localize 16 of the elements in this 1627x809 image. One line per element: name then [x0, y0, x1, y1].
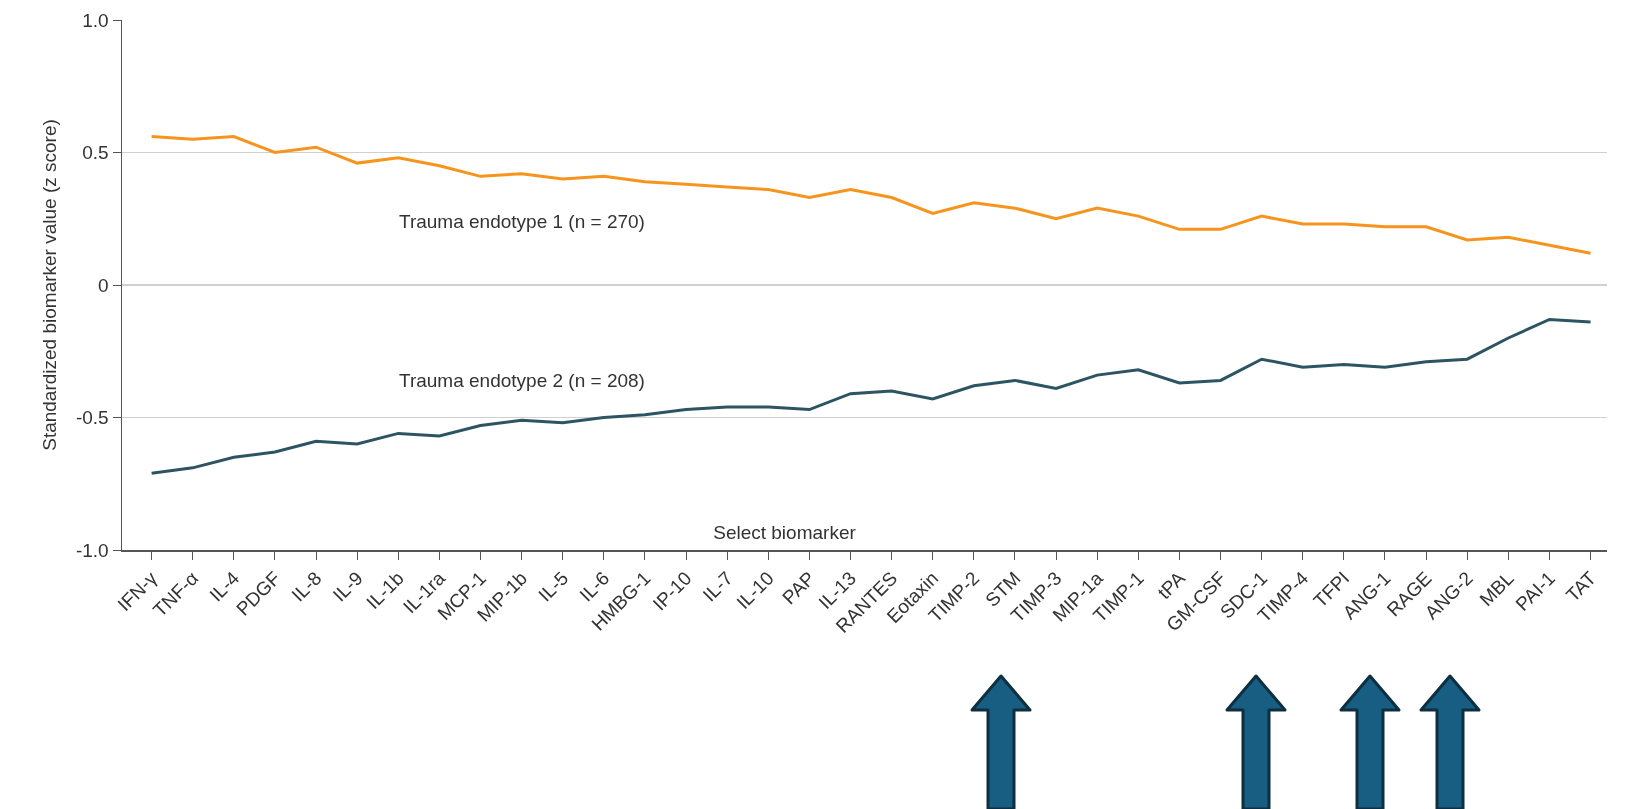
x-tick-label: IL-7 [698, 567, 737, 606]
x-tick-label: IL-9 [328, 567, 367, 606]
y-axis-title: Standardized biomarker value (z score) [39, 119, 61, 451]
line-series [150, 135, 1593, 255]
x-tick-label: TAT [1561, 567, 1601, 606]
series-label: Trauma endotype 1 (n = 270) [399, 211, 645, 232]
y-tick-label: 1.0 [82, 9, 109, 31]
x-axis-title: Select biomarker [713, 522, 857, 544]
y-tick-label: -1.0 [75, 539, 109, 561]
y-tick-label: 0.5 [82, 142, 109, 164]
x-tick-label: IL-8 [287, 567, 326, 606]
y-tick-label: -0.5 [75, 407, 109, 429]
series-label: Trauma endotype 2 (n = 208) [399, 370, 645, 391]
x-tick-label: IL-5 [534, 567, 573, 606]
line-series [150, 317, 1593, 475]
y-tick-label: 0 [98, 274, 109, 296]
